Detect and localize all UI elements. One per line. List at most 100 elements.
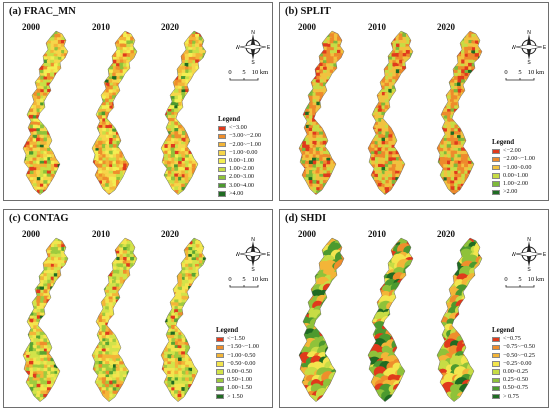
legend-label: <−1.50 [227, 335, 245, 343]
year-map-2020 [436, 237, 483, 402]
year-map-2010 [367, 30, 414, 195]
legend-label: −0.50~0.00 [227, 359, 256, 367]
legend-label: 3.00~4.00 [229, 181, 255, 189]
legend-label: −1.00~0.00 [229, 148, 258, 156]
legend-label: <−0.75 [503, 335, 521, 343]
compass-w: W [236, 45, 240, 51]
region-maps [22, 237, 207, 402]
legend: Legend <−3.00 −3.00~−2.00 −2.00~−1.00 −1.00… [218, 115, 261, 198]
legend-item: > 1.50 [216, 393, 259, 401]
year-label-2020: 2020 [437, 229, 455, 239]
legend-label: −3.00~−2.00 [229, 132, 261, 140]
legend-item: 0.50~0.75 [492, 384, 535, 392]
north-arrow-icon: N S W E [236, 237, 270, 271]
legend-label: −1.00~0.50 [227, 351, 256, 359]
legend-swatch [492, 164, 500, 171]
legend-swatch [218, 191, 226, 197]
legend-item: 3.00~4.00 [218, 182, 261, 190]
legend-swatch [216, 385, 224, 392]
legend-swatch [216, 344, 224, 351]
legend-label: >4.00 [229, 189, 244, 197]
panel-frac-mn: (a) FRAC_MN 2000 2010 2020 N S W E 0 5 1… [3, 2, 273, 201]
panel-title: (d) SHDI [285, 213, 327, 224]
legend-item: 2.00~3.00 [218, 173, 261, 181]
legend-swatch [492, 336, 500, 343]
legend-item: <−0.75 [492, 335, 535, 343]
legend-swatch [218, 141, 226, 148]
legend: Legend <−0.75 −0.75~−0.50 −0.50~−0.25 −0.25… [492, 326, 535, 401]
compass-s: S [251, 60, 255, 64]
scale-tick-5: 5 [518, 276, 521, 283]
legend-swatch [216, 336, 224, 343]
compass-n: N [527, 30, 531, 36]
compass-w: W [512, 45, 516, 51]
scale-bar: 0 5 10 km [504, 69, 544, 81]
legend-item: <−2.00 [492, 147, 535, 155]
year-map-2020 [160, 237, 207, 402]
region-maps [298, 237, 483, 402]
legend-label: −2.00~−1.00 [503, 155, 535, 163]
compass-e: E [267, 45, 270, 51]
year-map-2020 [436, 30, 483, 195]
north-arrow-icon: N S W E [512, 237, 546, 271]
legend-swatch [492, 181, 500, 187]
legend-swatch [492, 156, 500, 163]
legend-label: −0.75~−0.50 [503, 343, 535, 351]
legend-swatch [218, 182, 226, 189]
legend-item: −0.25~0.00 [492, 360, 535, 368]
legend-swatch [216, 377, 224, 384]
scale-tick-0: 0 [228, 276, 231, 283]
legend-item: 1.00~2.00 [218, 165, 261, 173]
legend-label: −0.50~−0.25 [503, 351, 535, 359]
legend-swatch [216, 352, 224, 359]
legend-swatch [218, 174, 226, 181]
legend-label: <−2.00 [503, 147, 521, 155]
legend-item: 0.00~0.25 [492, 368, 535, 376]
scale-tick-10: 10 km [252, 276, 268, 283]
legend-item: >4.00 [218, 190, 261, 198]
legend-swatch [218, 158, 226, 164]
year-label-2000: 2000 [22, 229, 40, 239]
scale-tick-0: 0 [504, 276, 507, 283]
legend-swatch [492, 344, 500, 351]
year-map-2000 [298, 237, 345, 402]
scale-tick-10: 10 km [528, 69, 544, 76]
year-label-2010: 2010 [92, 229, 110, 239]
legend-label: 0.00~1.00 [229, 157, 255, 165]
legend-item: −1.00~0.50 [216, 352, 259, 360]
legend-item: −0.75~−0.50 [492, 343, 535, 351]
legend-label: 1.00~1.50 [227, 384, 253, 392]
year-label-2020: 2020 [161, 22, 179, 32]
year-map-2010 [367, 237, 414, 402]
legend-label: 1.00~2.00 [229, 165, 255, 173]
legend-item: −3.00~−2.00 [218, 132, 261, 140]
legend-swatch [492, 377, 500, 384]
legend-label: 1.00~2.00 [503, 180, 529, 188]
north-arrow-icon: N S W E [512, 30, 546, 64]
legend-item: 1.00~1.50 [216, 384, 259, 392]
scale-tick-10: 10 km [252, 69, 268, 76]
legend-label: 0.50~0.75 [503, 384, 529, 392]
north-arrow-icon: N S W E [236, 30, 270, 64]
compass-s: S [527, 267, 531, 271]
legend-label: 0.50~1.00 [227, 376, 253, 384]
legend-swatch [218, 150, 226, 156]
legend-label: −0.25~0.00 [503, 359, 532, 367]
year-map-2000 [298, 30, 345, 195]
legend-label: > 1.50 [227, 392, 243, 400]
compass-w: W [512, 252, 516, 258]
scale-bar: 0 5 10 km [228, 276, 268, 288]
year-label-2000: 2000 [22, 22, 40, 32]
compass-s: S [527, 60, 531, 64]
legend-swatch [492, 385, 500, 392]
legend-label: 0.00~0.50 [227, 368, 253, 376]
legend-item: 0.00~1.00 [218, 157, 261, 165]
legend-title: Legend [218, 115, 241, 123]
scale-tick-0: 0 [228, 69, 231, 76]
year-map-2010 [91, 237, 138, 402]
legend-swatch [492, 189, 500, 196]
scale-tick-5: 5 [242, 69, 245, 76]
scale-tick-5: 5 [518, 69, 521, 76]
legend-label: 0.00~1.00 [503, 171, 529, 179]
legend-label: 0.00~0.25 [503, 368, 529, 376]
